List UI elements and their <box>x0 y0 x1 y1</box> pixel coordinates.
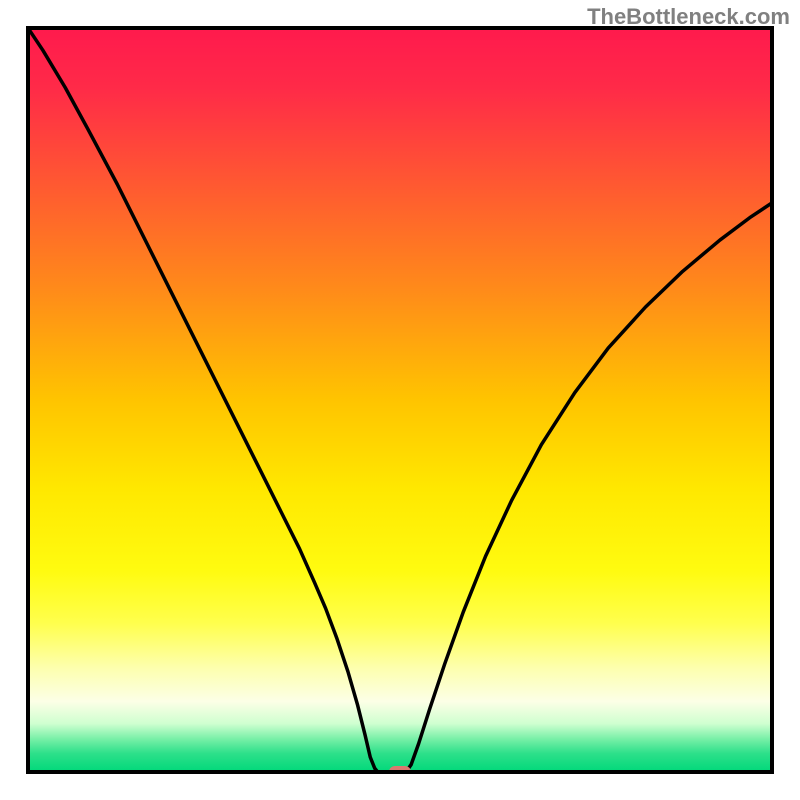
gradient-background <box>28 28 772 772</box>
chart-svg <box>0 0 800 800</box>
watermark-text: TheBottleneck.com <box>587 4 790 30</box>
chart-container: TheBottleneck.com <box>0 0 800 800</box>
